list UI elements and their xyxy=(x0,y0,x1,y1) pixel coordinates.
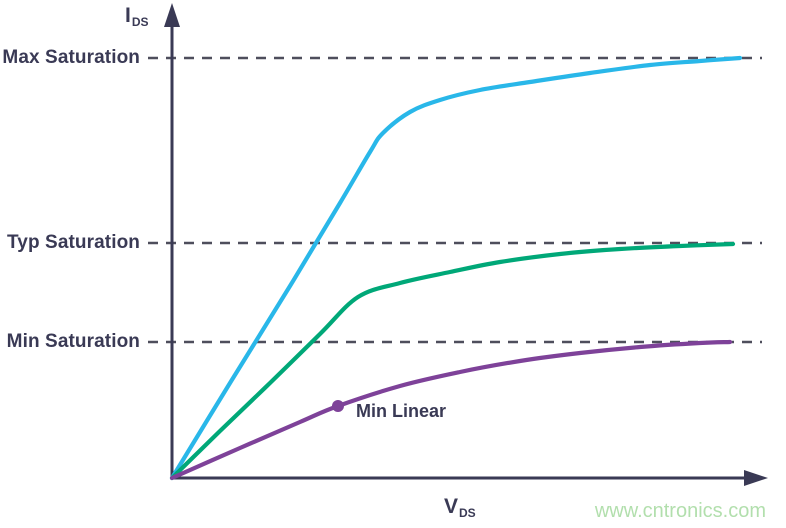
min-saturation-label: Min Saturation xyxy=(6,331,140,352)
max-saturation-label: Max Saturation xyxy=(2,47,140,68)
x-axis-label-main: V xyxy=(444,495,459,518)
typ-saturation-label: Typ Saturation xyxy=(7,232,140,253)
y-axis-label: IDS xyxy=(125,4,149,29)
x-axis-label-sub: DS xyxy=(459,506,476,520)
y-axis-label-sub: DS xyxy=(131,15,149,29)
min-linear-label: Min Linear xyxy=(356,401,447,421)
x-axis-arrow-icon xyxy=(744,470,768,486)
watermark-text: www.cntronics.com xyxy=(594,500,766,522)
curve-max-saturation xyxy=(169,55,743,481)
min-linear-marker-dot xyxy=(332,400,344,412)
curve-min-saturation xyxy=(169,339,733,481)
y-axis-label-main: I xyxy=(125,4,131,27)
curve-typ-saturation xyxy=(169,241,736,481)
x-axis-label: VDS xyxy=(444,495,476,520)
y-axis-arrow-icon xyxy=(164,3,180,27)
